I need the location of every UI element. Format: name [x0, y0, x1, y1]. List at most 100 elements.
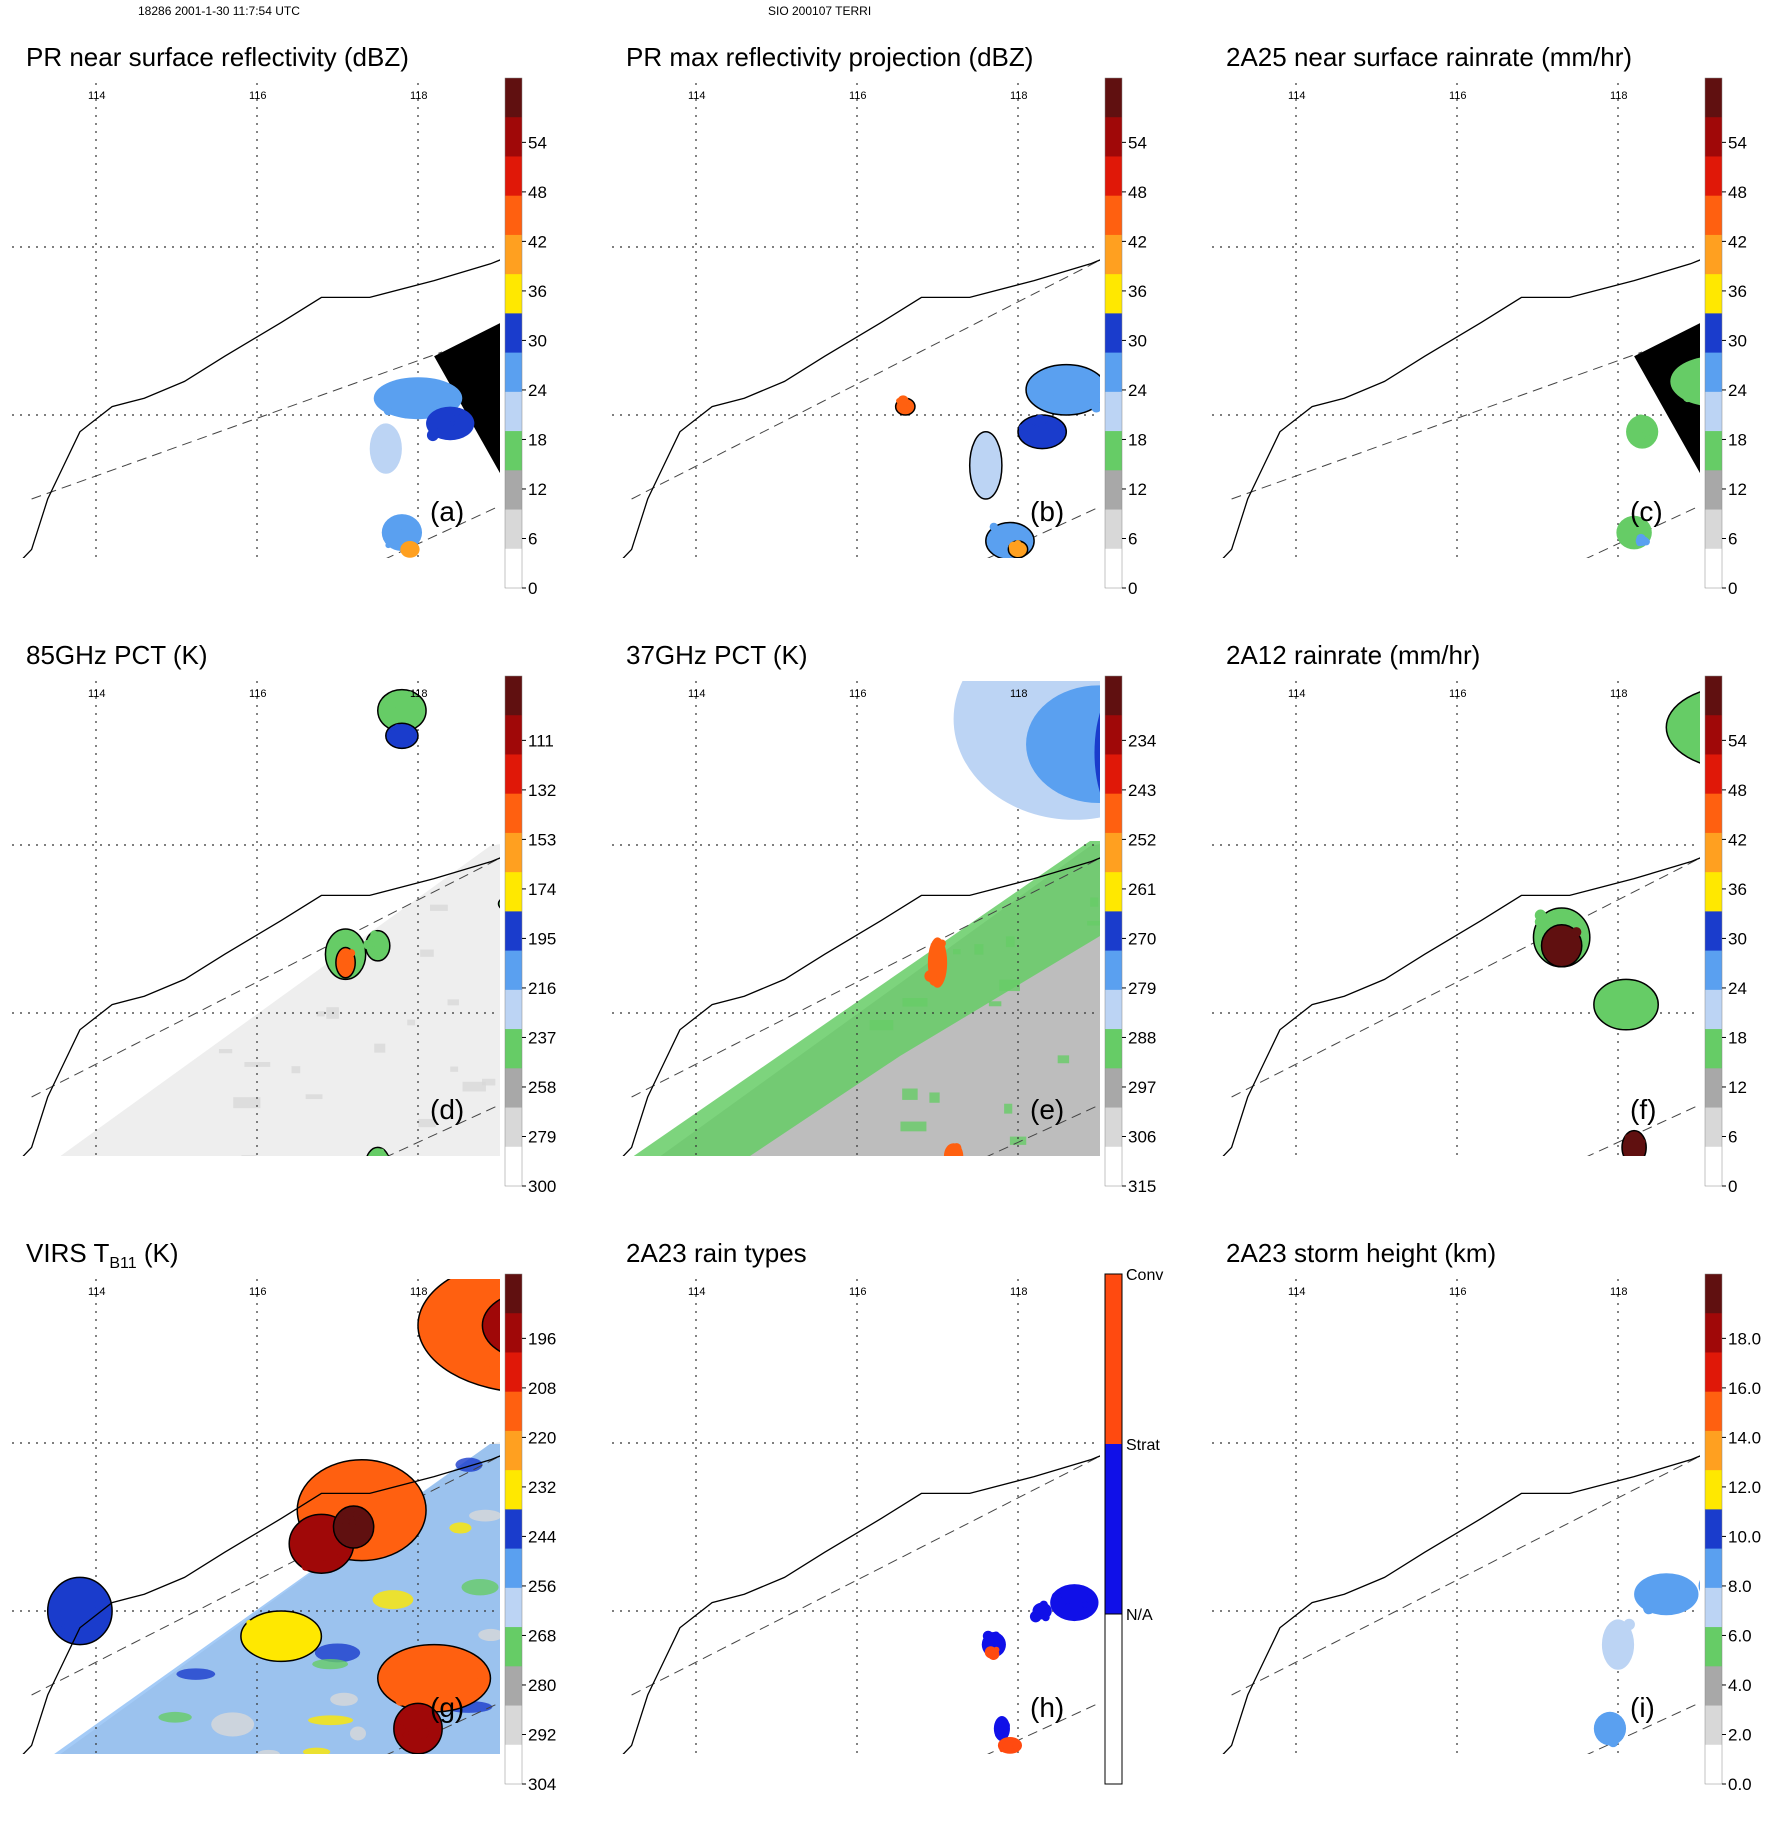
colorbar-segment: [505, 313, 522, 353]
pixel-texture: [953, 949, 961, 954]
colorbar-tick: 30: [1728, 331, 1747, 350]
rain-pixel: [1624, 1640, 1634, 1650]
rain-pixel: [401, 525, 406, 530]
pixel-texture: [448, 999, 459, 1005]
rain-pixel: [1636, 437, 1646, 447]
rain-pixel: [1034, 415, 1046, 427]
rain-pixel: [994, 451, 998, 455]
lon-tick-116: 116: [849, 90, 867, 102]
panel-g-title-sub: B11: [109, 1255, 136, 1272]
colorbar-tick: 36: [1728, 880, 1747, 899]
lon-tick-118: 118: [410, 688, 428, 700]
map-b: 114116118120122124-14-16-18-20-22-245448…: [600, 38, 1180, 633]
rain-pixel: [1065, 1603, 1072, 1610]
lon-tick-114: 114: [1288, 1286, 1306, 1298]
colorbar-segment: [505, 676, 522, 716]
colorbar-segment: [505, 1352, 522, 1392]
cloud-texture: [449, 1522, 471, 1533]
rain-pixel: [1601, 1721, 1608, 1728]
colorbar-tick: 12: [528, 480, 547, 499]
cloud-texture: [350, 1726, 366, 1740]
colorbar-tick: 12.0: [1728, 1478, 1761, 1497]
panel-d-label: (d): [430, 1094, 464, 1126]
colorbar-tick: 10.0: [1728, 1527, 1761, 1546]
colorbar-segment: [505, 1549, 522, 1589]
panel-background: [1200, 1234, 1771, 1829]
colorbar-tick: 208: [528, 1379, 556, 1398]
rain-pixel: [1019, 424, 1028, 433]
rain-pixel: [445, 1667, 450, 1672]
colorbar-segment: [1105, 470, 1122, 510]
rain-pixel: [476, 1678, 480, 1682]
rain-pixel: [450, 420, 455, 425]
rain-pixel: [1035, 1612, 1040, 1617]
colorbar-segment: [1705, 794, 1722, 834]
colorbar-segment: [1105, 235, 1122, 275]
colorbar-tick: 196: [528, 1329, 556, 1348]
pixel-texture: [306, 1094, 323, 1099]
colorbar-tick: 0: [1128, 579, 1137, 598]
colorbar-segment: [505, 1108, 522, 1148]
rain-pixel: [437, 425, 442, 430]
colorbar-segment: [505, 1627, 522, 1667]
pixel-texture: [317, 1011, 325, 1016]
map-f: 114116118120122124-14-16-18-20-22-245448…: [1200, 636, 1771, 1231]
lon-tick-114: 114: [688, 688, 706, 700]
lon-tick-118: 118: [1610, 90, 1628, 102]
colorbar-segment: [1105, 392, 1122, 432]
rain-pixel: [980, 481, 989, 490]
rain-pixel: [94, 1600, 103, 1609]
rain-pixel: [1618, 525, 1626, 533]
colorbar-tick: 0: [1728, 1177, 1737, 1196]
map-c: 114116118120122124-14-16-18-20-22-245448…: [1200, 38, 1771, 633]
pixel-texture: [430, 905, 448, 911]
cloud-texture: [176, 1668, 215, 1679]
colorbar-tick: 12: [1728, 1078, 1747, 1097]
colorbar-segment: [1705, 833, 1722, 873]
rain-pixel: [384, 407, 393, 416]
rain-pixel: [370, 930, 378, 938]
panel-f-label: (f): [1630, 1094, 1656, 1126]
lon-tick-114: 114: [688, 1286, 706, 1298]
colorbar-label: Strat: [1126, 1437, 1160, 1454]
colorbar-tick: 48: [1728, 781, 1747, 800]
rain-pixel: [1059, 773, 1065, 779]
colorbar-segment: [1705, 990, 1722, 1030]
rain-pixel: [484, 1366, 491, 1373]
colorbar-tick: 18: [1728, 1028, 1747, 1047]
colorbar-tick: 216: [528, 979, 556, 998]
rain-pixel: [363, 940, 373, 950]
cloud-texture: [469, 1510, 501, 1522]
panel-g: 114116118120122124-14-16-18-20-22-241962…: [0, 1234, 580, 1829]
rain-pixel: [1679, 1600, 1685, 1606]
panel-c-label: (c): [1630, 496, 1663, 528]
rain-pixel: [1608, 1736, 1619, 1747]
colorbar-segment: [1105, 1068, 1122, 1108]
colorbar-tick: 300: [528, 1177, 556, 1196]
rain-pixel: [375, 1494, 383, 1502]
pixel-texture: [900, 1122, 926, 1132]
lon-tick-116: 116: [249, 90, 267, 102]
colorbar-segment: [1705, 1549, 1722, 1589]
colorbar-segment: [505, 1068, 522, 1108]
colorbar-segment: [505, 274, 522, 314]
pixel-texture: [292, 1066, 301, 1073]
rain-pixel: [906, 405, 912, 411]
pixel-texture: [989, 1001, 1001, 1006]
rain-cell: [1050, 1584, 1098, 1621]
colorbar-tick: 6: [1728, 529, 1737, 548]
colorbar-tick: 48: [528, 183, 547, 202]
colorbar-segment: [505, 1431, 522, 1471]
colorbar-segment: [1105, 196, 1122, 236]
pixel-texture: [482, 1079, 495, 1086]
rain-pixel: [993, 1636, 1001, 1644]
colorbar-tick: 24: [528, 381, 547, 400]
colorbar-tick: 48: [1728, 183, 1747, 202]
colorbar-segment: [1705, 1313, 1722, 1353]
colorbar-tick: 220: [528, 1428, 556, 1447]
rain-pixel: [390, 730, 395, 735]
colorbar-tick: 6: [1128, 529, 1137, 548]
colorbar-tick: 24: [1728, 979, 1747, 998]
colorbar-tick: 30: [1728, 929, 1747, 948]
rain-pixel: [1009, 1738, 1014, 1743]
